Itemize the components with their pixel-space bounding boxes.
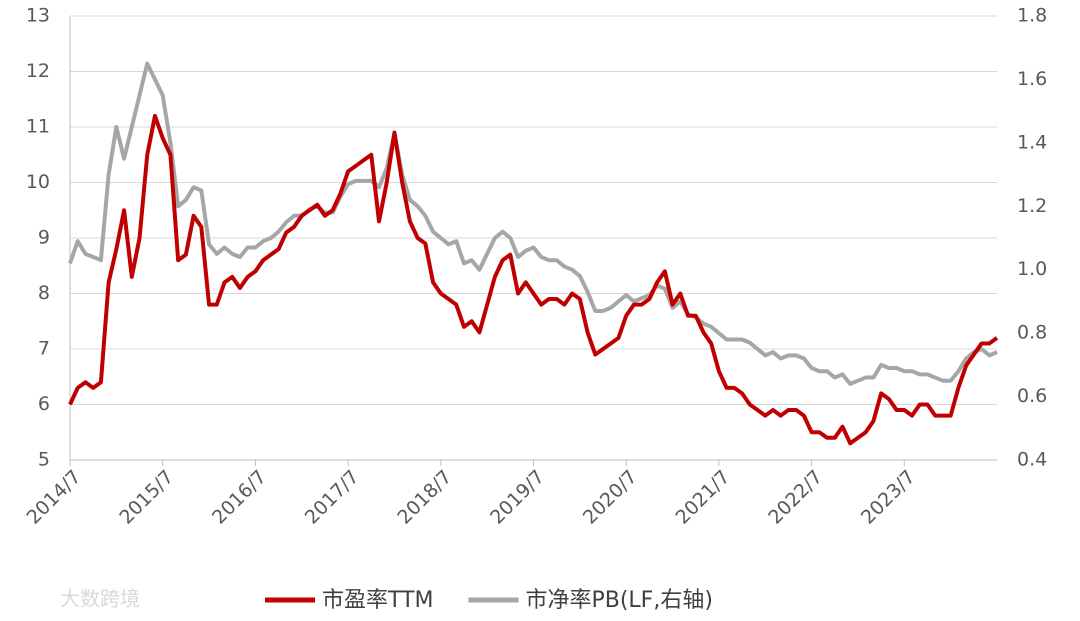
x-tick-label: 2020/7 bbox=[579, 466, 642, 529]
x-tick-label: 2015/7 bbox=[115, 466, 178, 529]
legend: 市盈率TTM 市净率PB(LF,右轴) bbox=[265, 588, 713, 613]
legend-label: 市盈率TTM bbox=[322, 588, 433, 613]
y-tick-label: 9 bbox=[38, 227, 50, 249]
y2-tick-label: 1.2 bbox=[1017, 195, 1047, 217]
x-tick-label: 2022/7 bbox=[764, 466, 827, 529]
x-tick-label: 2018/7 bbox=[393, 466, 456, 529]
series-line bbox=[68, 113, 999, 446]
y-tick-label: 7 bbox=[38, 338, 50, 360]
y2-tick-label: 1.0 bbox=[1017, 258, 1047, 280]
x-tick-label: 2023/7 bbox=[857, 466, 920, 529]
x-tick-label: 2017/7 bbox=[301, 466, 364, 529]
y-tick-label: 10 bbox=[26, 171, 50, 193]
x-tick-label: 2019/7 bbox=[486, 466, 549, 529]
y-tick-label: 11 bbox=[26, 116, 50, 138]
y-tick-label: 5 bbox=[38, 449, 50, 471]
y2-tick-label: 1.4 bbox=[1017, 131, 1047, 153]
x-tick-label: 2021/7 bbox=[672, 466, 735, 529]
y-tick-label: 6 bbox=[38, 393, 50, 415]
y-tick-label: 12 bbox=[26, 60, 50, 82]
y2-tick-label: 0.4 bbox=[1017, 449, 1047, 471]
watermark: 大数跨境 bbox=[60, 587, 140, 611]
y2-tick-label: 1.8 bbox=[1017, 5, 1047, 27]
y2-tick-label: 1.6 bbox=[1017, 68, 1047, 90]
series-line bbox=[68, 61, 998, 386]
y2-tick-label: 0.6 bbox=[1017, 385, 1047, 407]
y-tick-label: 8 bbox=[38, 282, 50, 304]
x-tick-label: 2016/7 bbox=[208, 466, 271, 529]
x-tick-label: 2014/7 bbox=[23, 466, 86, 529]
legend-label: 市净率PB(LF,右轴) bbox=[525, 588, 712, 613]
y2-tick-label: 0.8 bbox=[1017, 322, 1047, 344]
y-tick-label: 13 bbox=[26, 5, 50, 27]
